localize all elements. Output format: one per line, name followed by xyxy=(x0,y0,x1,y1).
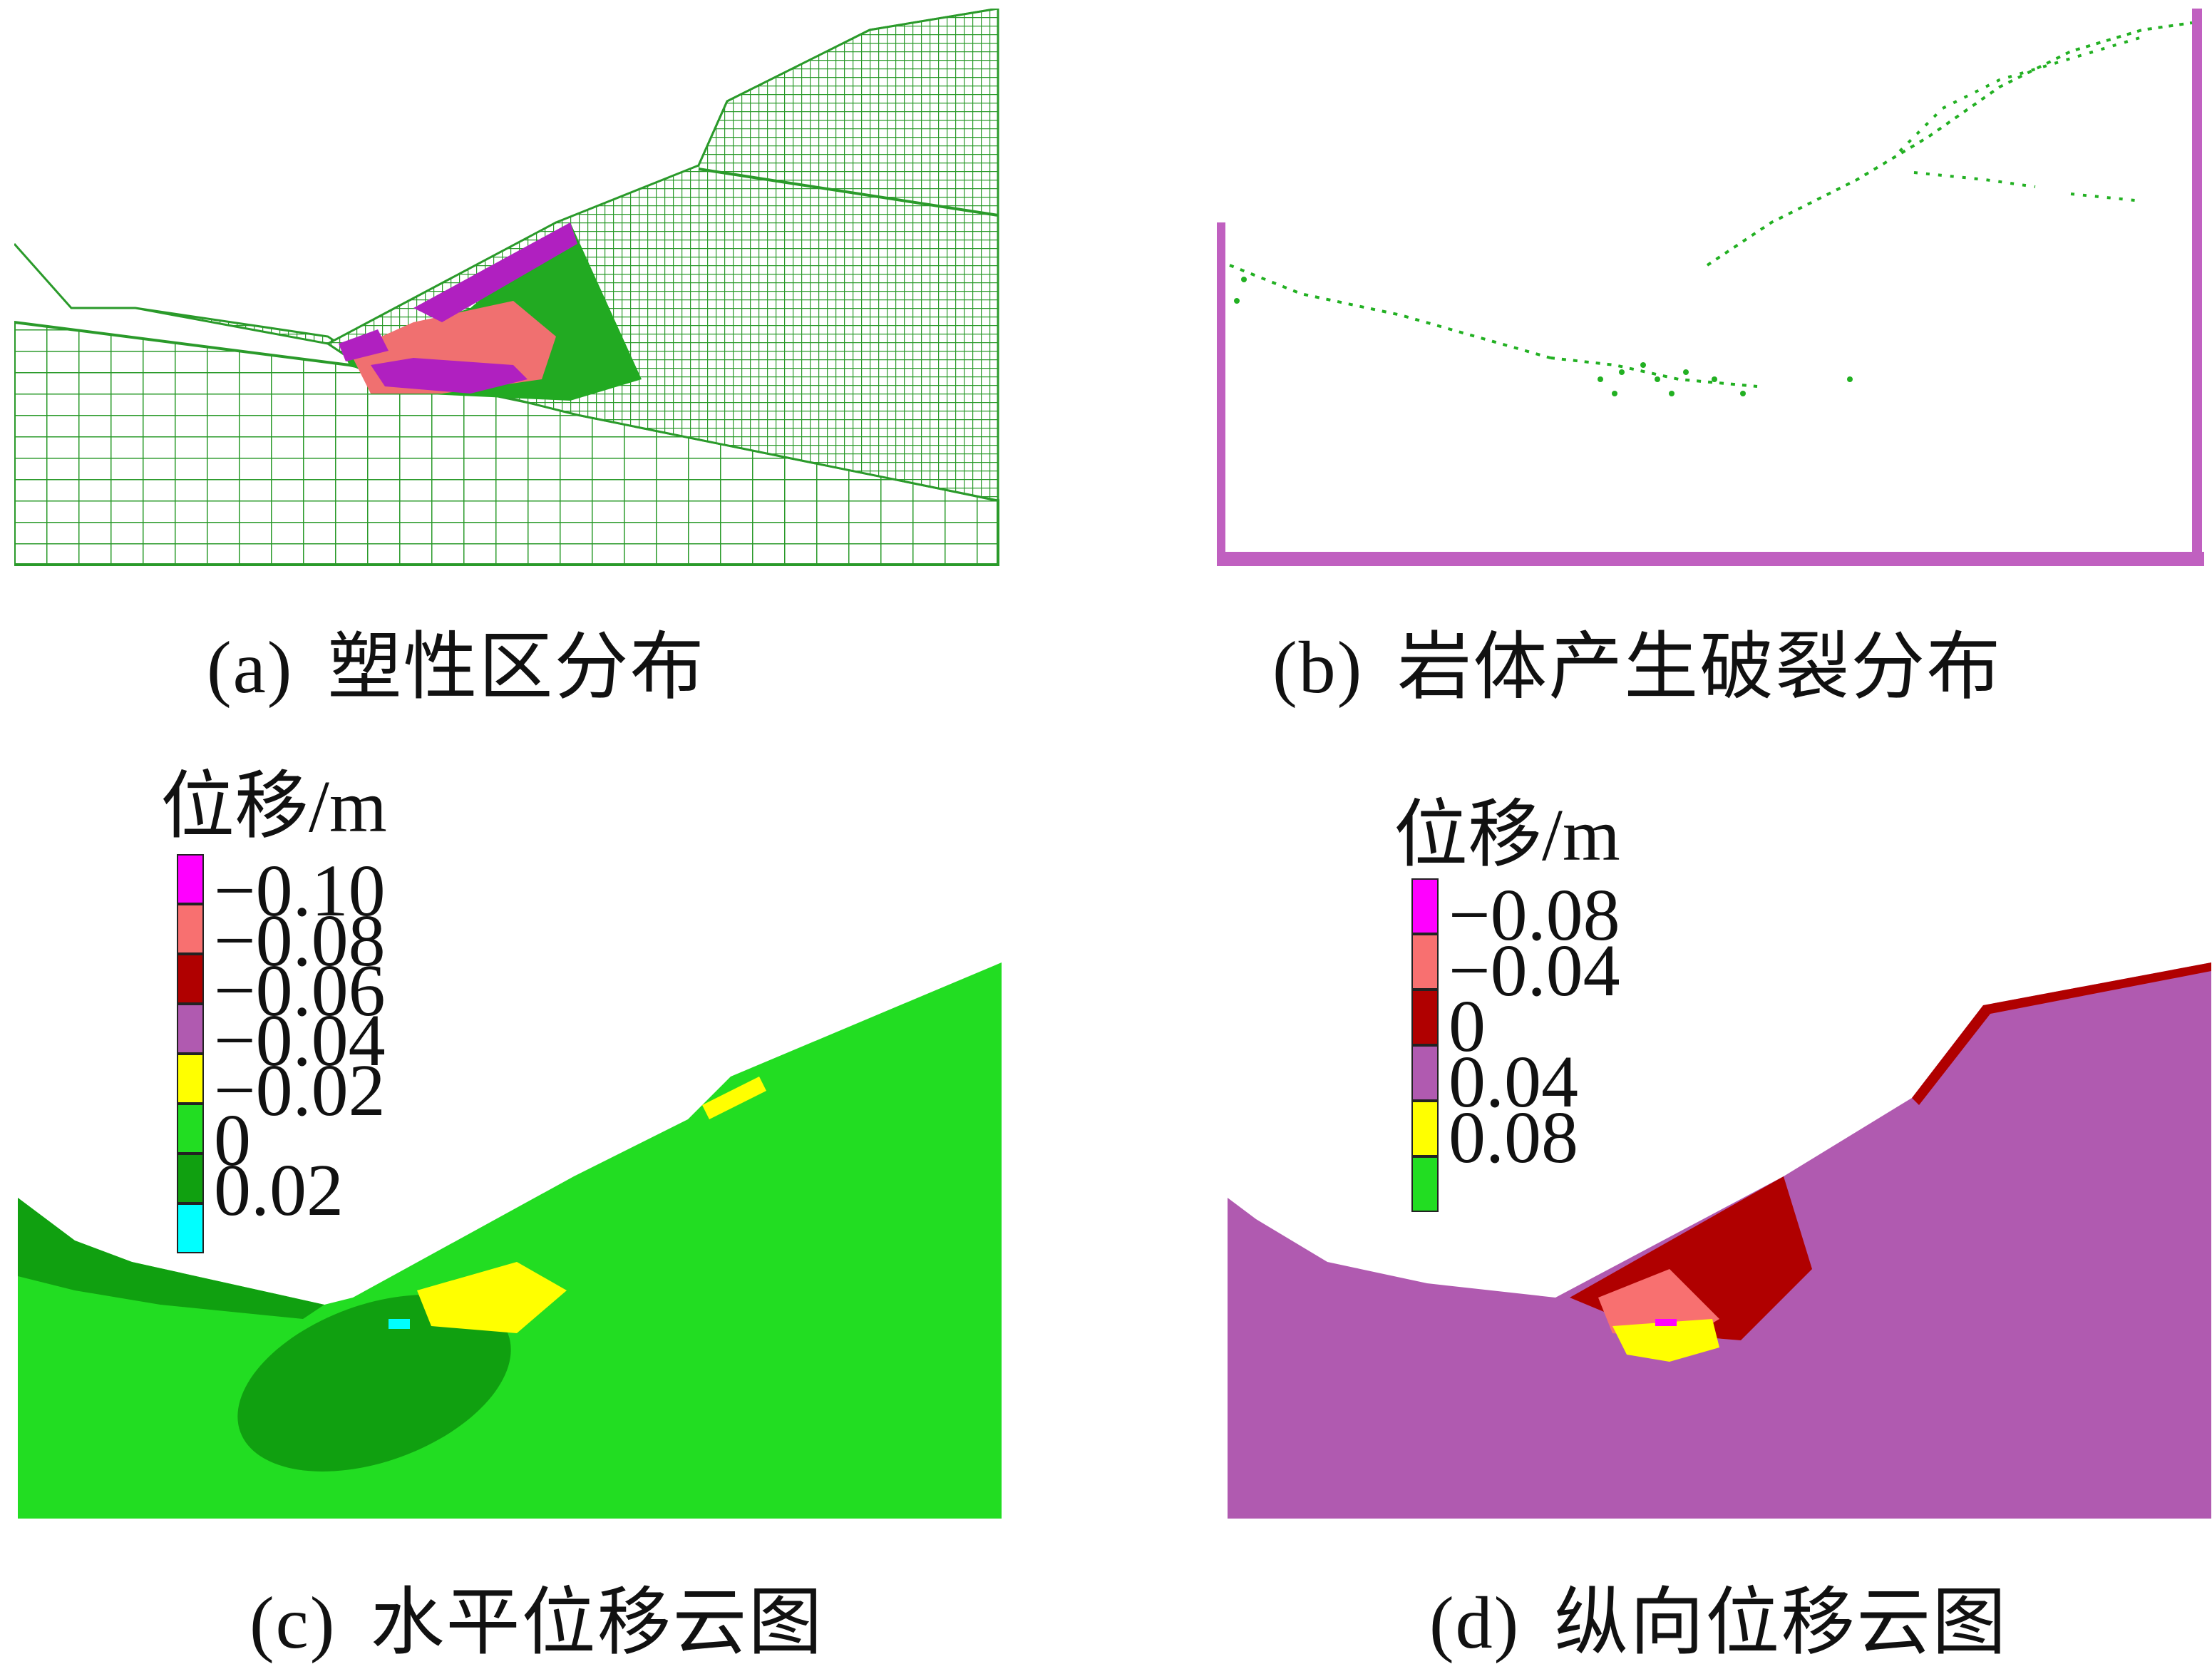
caption-b: (b) 岩体产生破裂分布 xyxy=(1272,606,2002,714)
legend-value: −0.06 xyxy=(214,950,386,1032)
legend-swatch xyxy=(177,1203,204,1253)
plastic-zone-figure xyxy=(14,9,999,566)
caption-a-label: (a) xyxy=(207,627,294,709)
panel-b-crack-distribution xyxy=(1215,9,2206,572)
legend-value: −0.10 xyxy=(214,850,386,932)
caption-c: (c) 水平位移云图 xyxy=(250,1561,823,1669)
legend-swatch xyxy=(177,1054,204,1104)
legend-swatch xyxy=(177,1154,204,1203)
legend-swatch xyxy=(177,1104,204,1154)
caption-c-title: 水平位移云图 xyxy=(370,1582,824,1664)
vertical-displacement-figure xyxy=(1228,962,2211,1519)
caption-b-title: 岩体产生破裂分布 xyxy=(1397,627,2002,709)
cyan-spot xyxy=(389,1319,410,1329)
legend-value: 0.04 xyxy=(1449,1041,1578,1123)
legend-swatch xyxy=(1411,878,1439,934)
yellow-zone xyxy=(417,1262,567,1333)
legend-swatch xyxy=(1411,1156,1439,1212)
dark-green-zone xyxy=(237,1295,511,1472)
panel-d-vertical-displacement xyxy=(1228,962,2211,1519)
horizontal-displacement-figure xyxy=(18,962,1002,1519)
legend-value: 0.02 xyxy=(214,1149,344,1231)
legend-swatch xyxy=(177,854,204,904)
legend-d-title: 位移/m xyxy=(1394,794,1620,876)
legend-value: −0.04 xyxy=(1449,930,1620,1012)
legend-value: −0.08 xyxy=(1449,874,1620,956)
crack-figure xyxy=(1217,9,2204,566)
magenta-spot xyxy=(1655,1319,1677,1326)
dark-red-surface-strip xyxy=(1912,962,2211,1105)
legend-swatch xyxy=(177,954,204,1004)
legend-value: −0.04 xyxy=(214,1000,386,1082)
legend-swatch xyxy=(1411,1101,1439,1156)
legend-swatch xyxy=(177,904,204,954)
caption-d: (d) 纵向位移云图 xyxy=(1429,1561,2007,1669)
legend-value: 0.08 xyxy=(1449,1097,1578,1178)
legend-c-title: 位移/m xyxy=(160,766,387,848)
caption-c-label: (c) xyxy=(250,1582,336,1664)
bottom-boundary xyxy=(1217,552,2204,566)
plastic-zone-magenta-left xyxy=(339,329,389,361)
caption-d-label: (d) xyxy=(1429,1582,1521,1664)
panel-a-plastic-zone xyxy=(14,9,1016,572)
caption-b-label: (b) xyxy=(1272,627,1364,709)
legend-value: 0 xyxy=(214,1099,251,1181)
coarse-base-mesh xyxy=(14,320,999,566)
plastic-zone-magenta-bottom xyxy=(371,358,528,394)
legend-value: −0.02 xyxy=(214,1049,386,1131)
legend-value: −0.08 xyxy=(214,900,386,982)
caption-a-title: 塑性区分布 xyxy=(327,627,706,709)
crack-traces xyxy=(1229,21,2193,396)
plastic-zone-magenta-top xyxy=(413,222,577,322)
panel-c-horizontal-displacement xyxy=(18,962,1005,1519)
legend-swatch xyxy=(177,1004,204,1054)
right-boundary xyxy=(2192,9,2202,565)
yellow-zone-d xyxy=(1612,1319,1719,1362)
legend-swatch xyxy=(1411,1045,1439,1101)
caption-a: (a) 塑性区分布 xyxy=(207,606,705,714)
legend-swatch xyxy=(1411,990,1439,1045)
caption-d-title: 纵向位移云图 xyxy=(1554,1582,2008,1664)
yellow-strip xyxy=(702,1077,766,1119)
terrain-dark-green-surface xyxy=(18,1198,324,1319)
terrain-bright-green xyxy=(18,962,1002,1519)
legend-value: 0 xyxy=(1449,985,1486,1067)
legend-swatch xyxy=(1411,934,1439,990)
left-boundary xyxy=(1217,222,1225,565)
